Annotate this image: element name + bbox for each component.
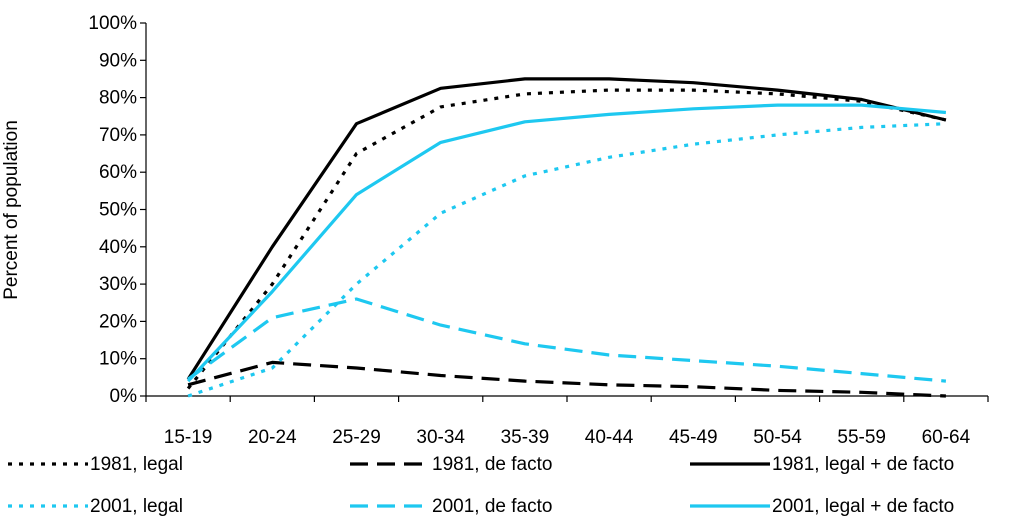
y-tick-label: 90% — [99, 50, 137, 71]
x-tick-label: 60-64 — [922, 427, 971, 448]
series-line-1 — [186, 88, 947, 390]
y-tick-label: 70% — [99, 125, 137, 146]
y-tick-label: 20% — [99, 311, 137, 332]
y-tick-label: 100% — [88, 13, 137, 34]
series-line-3 — [186, 77, 947, 381]
x-tick-label: 45-49 — [669, 427, 718, 448]
series-lines — [186, 77, 947, 398]
x-tick-label: 50-54 — [753, 427, 802, 448]
y-tick-label: 10% — [99, 349, 137, 370]
y-tick-label: 80% — [99, 88, 137, 109]
x-tick-label: 40-44 — [585, 427, 634, 448]
x-tick-label: 20-24 — [248, 427, 297, 448]
legend: 1981, legal 1981, de facto 1981, legal + d… — [8, 454, 954, 517]
series-line-5 — [187, 297, 947, 383]
y-tick-label: 50% — [99, 200, 137, 221]
x-tick-label: 30-34 — [416, 427, 465, 448]
x-tick-label: 35-39 — [501, 427, 550, 448]
series-line-2 — [187, 360, 946, 398]
legend-label-4: 2001, legal — [90, 496, 183, 517]
y-tick-label: 0% — [110, 386, 138, 407]
x-tick-label: 15-19 — [164, 427, 213, 448]
legend-label-5: 2001, de facto — [432, 496, 552, 517]
x-tick-label: 25-29 — [332, 427, 381, 448]
axes: 0% 10% 20% 30% 40% 50% 60% 70% 80% 90% 100% 15-19 20… — [88, 13, 989, 448]
legend-label-3: 1981, legal + de facto — [772, 454, 954, 475]
x-tick-label: 55-59 — [837, 427, 886, 448]
y-tick-label: 60% — [99, 162, 137, 183]
y-tick-label: 40% — [99, 237, 137, 258]
legend-label-1: 1981, legal — [90, 454, 183, 475]
series-line-4 — [187, 122, 946, 398]
legend-label-2: 1981, de facto — [432, 454, 552, 475]
y-tick-label: 30% — [99, 274, 137, 295]
legend-label-6: 2001, legal + de facto — [772, 496, 954, 517]
series-line-6 — [186, 103, 947, 383]
y-axis-title: Percent of population — [1, 120, 22, 300]
